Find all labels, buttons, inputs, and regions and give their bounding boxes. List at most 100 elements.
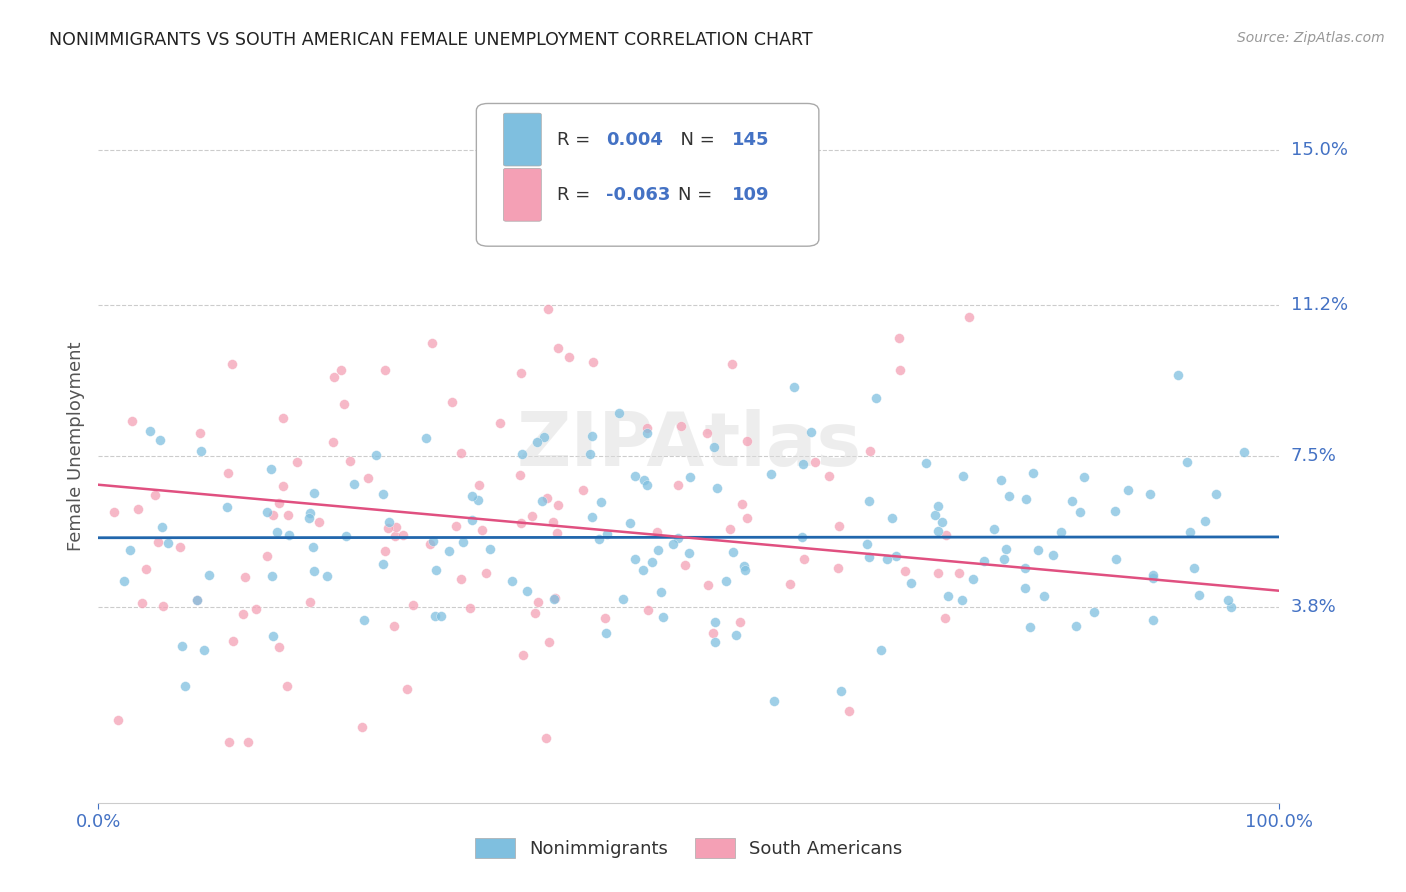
Point <box>277 528 299 542</box>
Point <box>215 500 238 515</box>
Point <box>703 635 725 649</box>
Point <box>135 562 157 576</box>
Point <box>543 591 565 606</box>
Point <box>1178 525 1201 540</box>
Point <box>579 447 602 461</box>
Point <box>415 431 437 445</box>
Point <box>1105 551 1128 566</box>
Point <box>1216 593 1239 607</box>
Point <box>804 455 827 469</box>
Point <box>377 521 399 535</box>
Legend: Nonimmigrants, South Americans: Nonimmigrants, South Americans <box>468 830 910 865</box>
Point <box>1175 455 1198 469</box>
Point <box>595 610 617 624</box>
Point <box>139 425 162 439</box>
Point <box>581 510 603 524</box>
Point <box>936 589 959 603</box>
Point <box>856 537 879 551</box>
Point <box>858 549 880 564</box>
Point <box>838 704 860 718</box>
Point <box>865 391 887 405</box>
Point <box>335 529 357 543</box>
Point <box>233 570 256 584</box>
Point <box>589 494 612 508</box>
Point <box>287 455 309 469</box>
Point <box>1069 505 1091 519</box>
Text: N =: N = <box>678 186 718 203</box>
Point <box>1188 588 1211 602</box>
Point <box>927 566 949 580</box>
Point <box>536 302 558 317</box>
Point <box>510 516 533 531</box>
Point <box>339 454 361 468</box>
Point <box>721 357 744 371</box>
Point <box>1014 491 1036 506</box>
Point <box>1182 561 1205 575</box>
Point <box>547 498 569 512</box>
Point <box>461 513 484 527</box>
Point <box>384 529 406 543</box>
Point <box>392 527 415 541</box>
Point <box>395 681 418 696</box>
Point <box>636 421 658 435</box>
Point <box>607 406 630 420</box>
Text: -0.063: -0.063 <box>606 186 671 203</box>
Point <box>373 487 395 501</box>
Point <box>931 515 953 529</box>
Point <box>650 585 672 599</box>
Point <box>973 554 995 568</box>
Text: Source: ZipAtlas.com: Source: ZipAtlas.com <box>1237 31 1385 45</box>
Point <box>143 488 166 502</box>
Point <box>169 540 191 554</box>
Point <box>541 515 564 529</box>
Point <box>1014 561 1036 575</box>
Point <box>1205 487 1227 501</box>
Point <box>377 515 399 529</box>
Text: 7.5%: 7.5% <box>1291 447 1337 466</box>
Point <box>150 520 173 534</box>
Point <box>1104 503 1126 517</box>
Point <box>152 599 174 613</box>
Point <box>596 527 619 541</box>
Point <box>149 434 172 448</box>
Point <box>1116 483 1139 497</box>
Point <box>537 635 560 649</box>
Point <box>924 508 946 522</box>
Point <box>364 448 387 462</box>
Point <box>467 493 489 508</box>
Point <box>256 505 278 519</box>
Point <box>322 434 344 449</box>
Point <box>762 694 785 708</box>
Point <box>557 351 579 365</box>
Point <box>1050 524 1073 539</box>
Text: 3.8%: 3.8% <box>1291 598 1336 616</box>
Point <box>262 508 284 522</box>
Point <box>998 489 1021 503</box>
Point <box>112 574 135 589</box>
Point <box>668 531 690 545</box>
Point <box>957 310 980 324</box>
Point <box>238 734 260 748</box>
Point <box>193 643 215 657</box>
Point <box>197 567 219 582</box>
Point <box>735 510 758 524</box>
Point <box>260 462 283 476</box>
Point <box>633 473 655 487</box>
Point <box>460 601 482 615</box>
Point <box>673 558 696 573</box>
Point <box>779 577 801 591</box>
Text: 0.004: 0.004 <box>606 130 664 149</box>
Point <box>679 470 702 484</box>
Point <box>641 555 664 569</box>
Point <box>636 478 658 492</box>
Point <box>894 564 917 578</box>
Point <box>188 425 211 440</box>
Point <box>509 467 531 482</box>
Point <box>1026 543 1049 558</box>
Point <box>451 535 474 549</box>
Point <box>858 494 880 508</box>
Y-axis label: Female Unemployment: Female Unemployment <box>66 342 84 550</box>
Point <box>1233 445 1256 459</box>
Text: N =: N = <box>669 130 720 149</box>
Point <box>174 679 197 693</box>
